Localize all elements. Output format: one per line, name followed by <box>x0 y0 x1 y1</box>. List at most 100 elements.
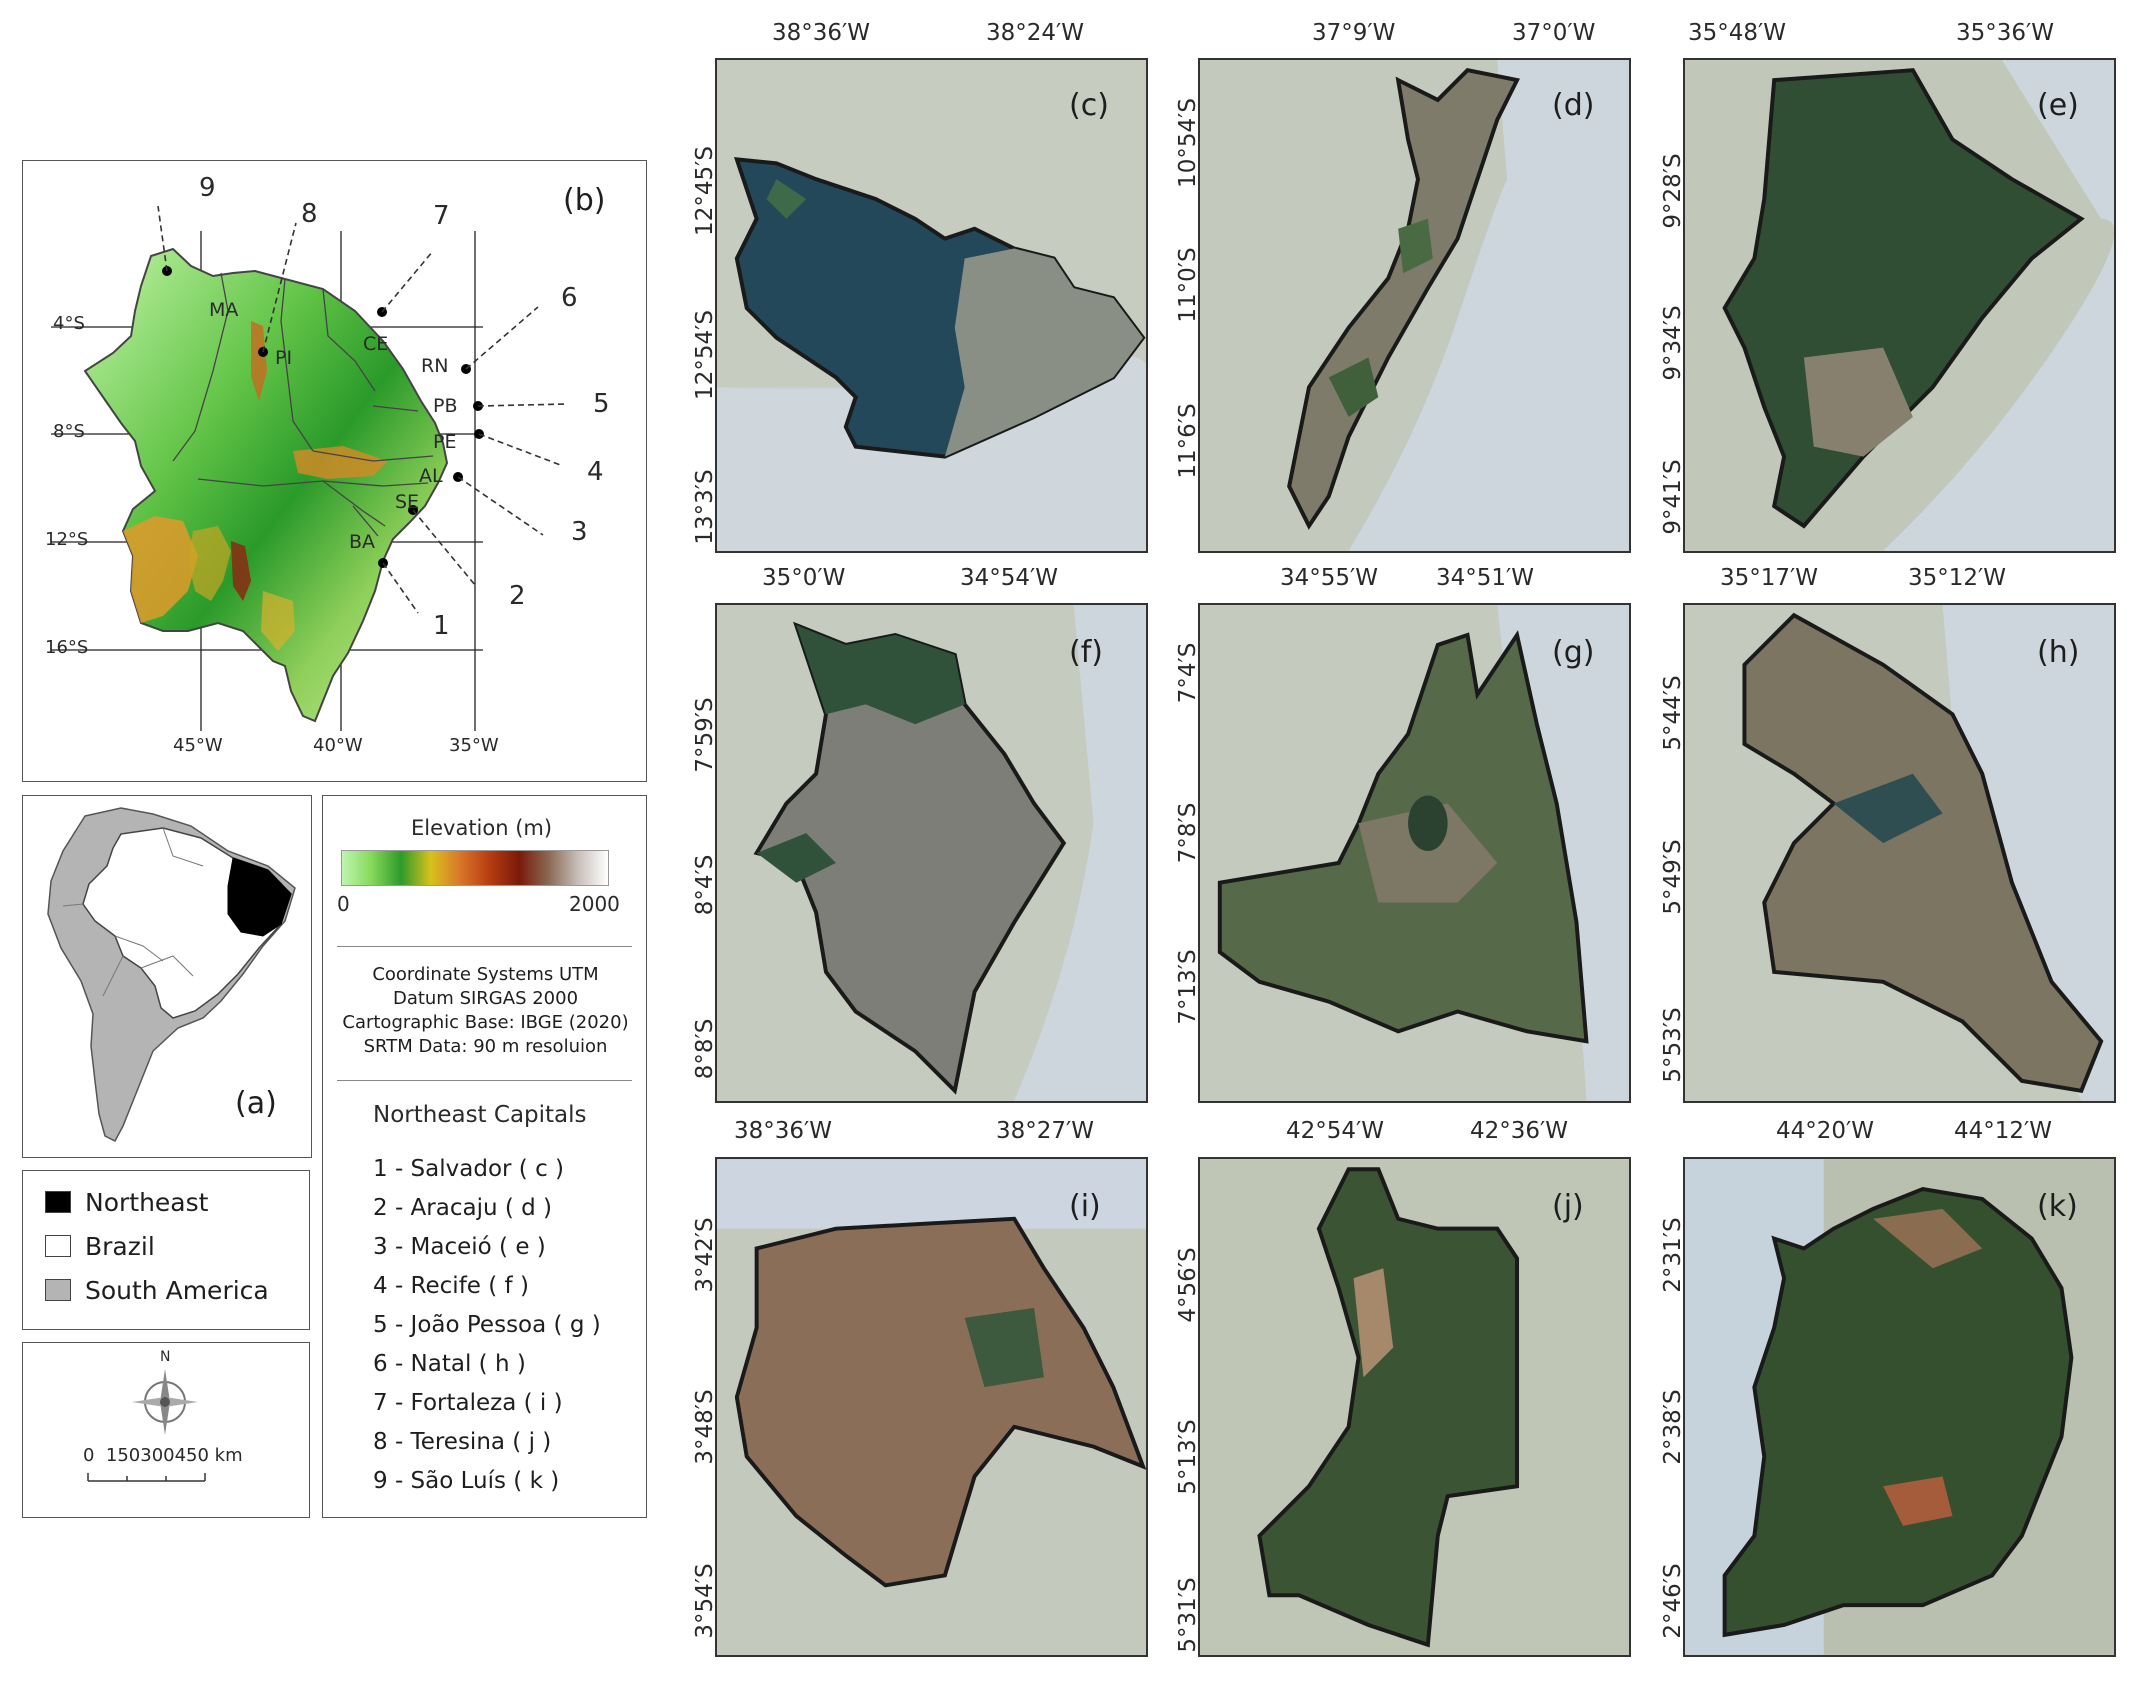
country-borders <box>62 827 204 997</box>
compass-rose-icon <box>132 1369 198 1435</box>
state-label-al: AL <box>419 465 443 487</box>
panel-c-side-label-2: 12°54′S <box>692 310 718 400</box>
panel-e-side-label-1: 9°28′S <box>1660 153 1686 229</box>
north-label: N <box>160 1349 171 1365</box>
legend-item-south-america: South America <box>45 1275 269 1305</box>
panel-j-side-label-3: 5°31′S <box>1175 1577 1201 1653</box>
scale-bar-graphic <box>87 1473 206 1482</box>
pointer-number-2: 2 <box>509 581 526 611</box>
legend-item-brazil: Brazil <box>45 1231 155 1261</box>
metadata-block: Coordinate Systems UTM Datum SIRGAS 2000… <box>323 964 648 1074</box>
panel-h-top-label-1: 35°17′W <box>1720 565 1818 591</box>
info-legend-box: Elevation (m) 0 2000 Coordinate Systems … <box>322 795 647 1518</box>
panel-e-side-label-2: 9°34′S <box>1660 305 1686 381</box>
panel-h-side-label-3: 5°53′S <box>1660 1007 1686 1083</box>
lat-label-16s: 16°S <box>45 637 89 658</box>
divider-2 <box>337 1080 632 1081</box>
panel-f-top-label-1: 35°0′W <box>762 565 846 591</box>
pointer-number-8: 8 <box>301 199 318 229</box>
panel-f-side-label-3: 8°8′S <box>692 1018 718 1080</box>
north-arrow-scale-box: N 0 150300450 km <box>22 1342 310 1518</box>
satellite-image-d <box>1200 60 1629 551</box>
northeast-highlight-shape <box>227 857 292 937</box>
capital-pointers <box>157 205 569 614</box>
elevation-max-label: 2000 <box>569 892 620 916</box>
satellite-image-g <box>1200 605 1629 1101</box>
metadata-line-2: Datum SIRGAS 2000 <box>392 988 579 1009</box>
panel-d-top-label-1: 37°9′W <box>1312 20 1396 46</box>
panel-c-top-label-2: 38°24′W <box>986 20 1084 46</box>
city-panel-e: (e) <box>1683 58 2116 553</box>
panel-label-j: (j) <box>1552 1189 1584 1224</box>
state-label-pe: PE <box>433 431 457 453</box>
panel-e-top-label-1: 35°48′W <box>1688 20 1786 46</box>
panel-g-side-label-3: 7°13′S <box>1175 949 1201 1025</box>
panel-label-k: (k) <box>2037 1189 2078 1224</box>
state-label-ba: BA <box>349 531 376 553</box>
lon-label-40w: 40°W <box>313 735 363 756</box>
panel-k-side-label-3: 2°46′S <box>1660 1563 1686 1639</box>
panel-c-top-label-1: 38°36′W <box>772 20 870 46</box>
panel-label-a: (a) <box>235 1086 277 1121</box>
scale-bar-text: 0 150300450 km <box>83 1445 243 1466</box>
lon-label-45w: 45°W <box>173 735 223 756</box>
capital-item-9: 9 - São Luís ( k ) <box>373 1468 560 1494</box>
city-panel-k: (k) <box>1683 1157 2116 1657</box>
pointer-number-9: 9 <box>199 173 216 203</box>
state-label-pb: PB <box>433 395 458 417</box>
metadata-line-4: SRTM Data: 90 m resoluion <box>363 1036 608 1057</box>
lon-label-35w: 35°W <box>449 735 499 756</box>
city-panel-g: (g) <box>1198 603 1631 1103</box>
legend-item-northeast: Northeast <box>45 1187 208 1217</box>
satellite-image-k <box>1685 1159 2114 1655</box>
pointer-number-4: 4 <box>587 457 604 487</box>
panel-k-side-label-2: 2°38′S <box>1660 1389 1686 1465</box>
panel-d-side-label-1: 10°54′S <box>1175 98 1201 188</box>
lat-label-8s: 8°S <box>53 421 85 442</box>
panel-c-side-label-3: 13°3′S <box>692 469 718 545</box>
pointer-number-7: 7 <box>433 201 450 231</box>
panel-e-side-label-3: 9°41′S <box>1660 459 1686 535</box>
elevation-title: Elevation (m) <box>411 816 553 840</box>
capitals-title: Northeast Capitals <box>373 1102 587 1128</box>
panel-j-top-label-2: 42°36′W <box>1470 1118 1568 1144</box>
satellite-image-e <box>1685 60 2114 551</box>
panel-f-side-label-2: 8°4′S <box>692 854 718 916</box>
panel-label-g: (g) <box>1552 635 1595 670</box>
south-america-svg <box>47 807 296 1142</box>
panel-f-side-label-1: 7°59′S <box>692 697 718 773</box>
state-label-se: SE <box>395 491 420 513</box>
panel-i-side-label-3: 3°54′S <box>692 1563 718 1639</box>
panel-k-top-label-2: 44°12′W <box>1954 1118 2052 1144</box>
satellite-image-j <box>1200 1159 1629 1655</box>
legend-swatch-brazil <box>45 1235 71 1257</box>
pointer-number-1: 1 <box>433 611 450 641</box>
south-america-locator-map: (a) <box>22 795 312 1158</box>
satellite-image-f <box>717 605 1146 1101</box>
panel-g-top-label-1: 34°55′W <box>1280 565 1378 591</box>
legend-label-northeast: Northeast <box>85 1187 209 1217</box>
elevation-min-label: 0 <box>337 892 350 916</box>
capital-item-7: 7 - Fortaleza ( i ) <box>373 1390 563 1416</box>
divider-1 <box>337 946 632 947</box>
city-panel-d: (d) <box>1198 58 1631 553</box>
panel-k-side-label-1: 2°31′S <box>1660 1217 1686 1293</box>
state-label-pi: PI <box>275 347 293 369</box>
metadata-line-1: Coordinate Systems UTM <box>372 964 599 985</box>
panel-g-side-label-1: 7°4′S <box>1175 642 1201 704</box>
panel-h-side-label-2: 5°49′S <box>1660 839 1686 915</box>
panel-e-top-label-2: 35°36′W <box>1956 20 2054 46</box>
panel-label-b: (b) <box>563 183 606 218</box>
panel-label-f: (f) <box>1069 635 1103 670</box>
city-panel-h: (h) <box>1683 603 2116 1103</box>
panel-i-side-label-1: 3°42′S <box>692 1217 718 1293</box>
capital-item-5: 5 - João Pessoa ( g ) <box>373 1312 601 1338</box>
legend-swatch-northeast <box>45 1191 71 1213</box>
city-panel-j: (j) <box>1198 1157 1631 1657</box>
lat-label-4s: 4°S <box>53 313 85 334</box>
city-panel-c: (c) <box>715 58 1148 553</box>
northeast-elevation-svg <box>51 205 569 731</box>
panel-label-h: (h) <box>2037 635 2080 670</box>
panel-label-i: (i) <box>1069 1189 1101 1224</box>
pointer-number-3: 3 <box>571 517 588 547</box>
